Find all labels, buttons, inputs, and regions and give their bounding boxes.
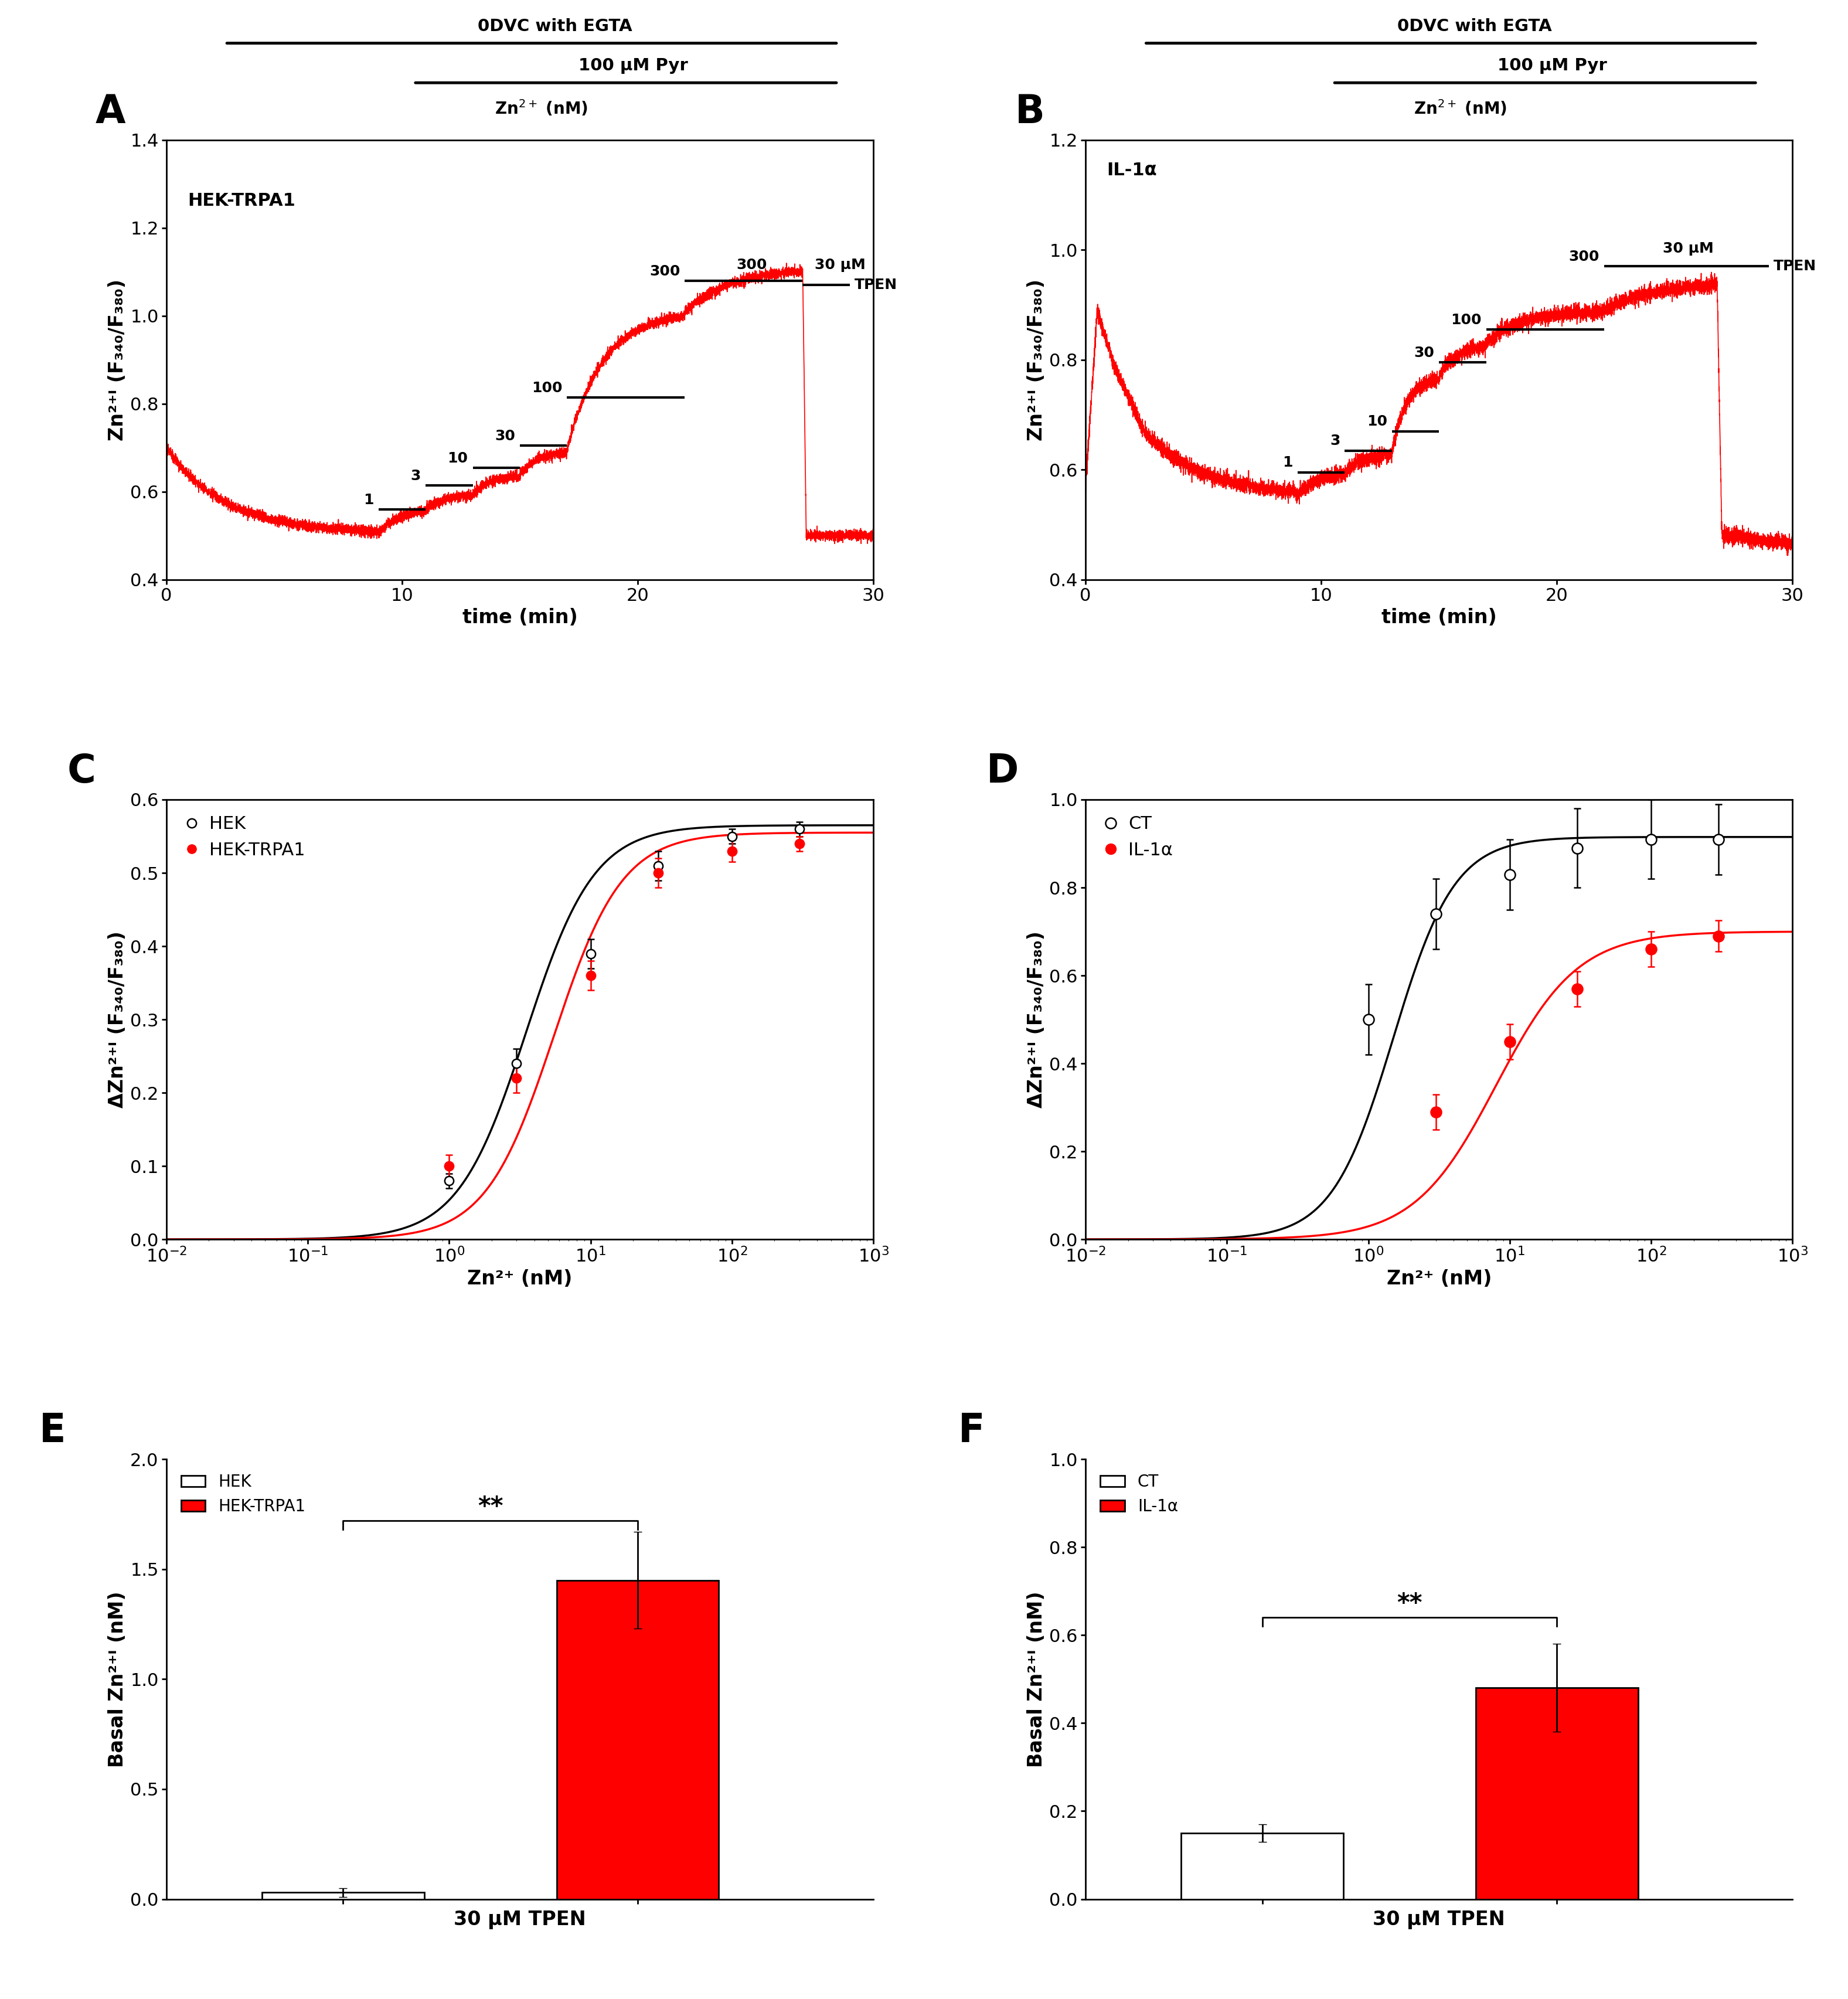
Text: 0DVC with EGTA: 0DVC with EGTA bbox=[479, 18, 632, 34]
X-axis label: Zn²⁺ (nM): Zn²⁺ (nM) bbox=[1386, 1269, 1491, 1289]
X-axis label: 30 μM TPEN: 30 μM TPEN bbox=[455, 1909, 586, 1929]
Text: **: ** bbox=[477, 1495, 503, 1519]
Text: 10: 10 bbox=[1368, 414, 1388, 428]
Bar bbox=[1181, 1833, 1343, 1899]
Text: E: E bbox=[39, 1411, 67, 1451]
Legend: CT, IL-1α: CT, IL-1α bbox=[1094, 1467, 1185, 1521]
Bar bbox=[1477, 1687, 1637, 1899]
Text: 3: 3 bbox=[1331, 434, 1340, 448]
Text: Zn$^{2+}$ (nM): Zn$^{2+}$ (nM) bbox=[495, 98, 588, 118]
Text: 10: 10 bbox=[447, 452, 468, 466]
Bar bbox=[556, 1579, 719, 1899]
Text: 100 μM Pyr: 100 μM Pyr bbox=[578, 58, 687, 74]
Legend: HEK, HEK-TRPA1: HEK, HEK-TRPA1 bbox=[176, 808, 312, 866]
Text: F: F bbox=[959, 1411, 985, 1451]
Text: 0DVC with EGTA: 0DVC with EGTA bbox=[1397, 18, 1552, 34]
Text: HEK-TRPA1: HEK-TRPA1 bbox=[187, 192, 296, 210]
Text: 300: 300 bbox=[737, 258, 767, 272]
Bar bbox=[262, 1893, 423, 1899]
Y-axis label: Zn²⁺ᴵ (F₃₄₀/F₃₈₀): Zn²⁺ᴵ (F₃₄₀/F₃₈₀) bbox=[1027, 280, 1046, 440]
Y-axis label: Basal Zn²⁺ᴵ (nM): Basal Zn²⁺ᴵ (nM) bbox=[107, 1591, 128, 1767]
X-axis label: Zn²⁺ (nM): Zn²⁺ (nM) bbox=[468, 1269, 573, 1289]
Text: 100: 100 bbox=[1451, 312, 1482, 326]
Text: 300: 300 bbox=[649, 264, 680, 278]
Text: B: B bbox=[1015, 92, 1044, 132]
Text: TPEN: TPEN bbox=[1774, 260, 1817, 274]
Text: TPEN: TPEN bbox=[854, 278, 898, 292]
Text: Zn$^{2+}$ (nM): Zn$^{2+}$ (nM) bbox=[1414, 98, 1506, 118]
Legend: CT, IL-1α: CT, IL-1α bbox=[1094, 808, 1181, 866]
Y-axis label: ΔZn²⁺ᴵ (F₃₄₀/F₃₈₀): ΔZn²⁺ᴵ (F₃₄₀/F₃₈₀) bbox=[1027, 932, 1046, 1107]
Text: 30 μM: 30 μM bbox=[1663, 242, 1713, 256]
Text: 300: 300 bbox=[1569, 250, 1599, 264]
Text: C: C bbox=[67, 752, 96, 792]
Y-axis label: Basal Zn²⁺ᴵ (nM): Basal Zn²⁺ᴵ (nM) bbox=[1027, 1591, 1046, 1767]
Text: 100 μM Pyr: 100 μM Pyr bbox=[1497, 58, 1608, 74]
Text: D: D bbox=[987, 752, 1018, 792]
Y-axis label: Zn²⁺ᴵ (F₃₄₀/F₃₈₀): Zn²⁺ᴵ (F₃₄₀/F₃₈₀) bbox=[107, 280, 128, 440]
X-axis label: time (min): time (min) bbox=[1380, 608, 1497, 628]
Text: 30: 30 bbox=[1414, 346, 1434, 360]
Text: 30 μM: 30 μM bbox=[815, 258, 865, 272]
Text: 30: 30 bbox=[495, 430, 516, 444]
Text: 1: 1 bbox=[364, 494, 373, 508]
Text: **: ** bbox=[1397, 1591, 1423, 1617]
Text: 3: 3 bbox=[410, 470, 421, 484]
Text: 100: 100 bbox=[532, 382, 562, 396]
X-axis label: 30 μM TPEN: 30 μM TPEN bbox=[1373, 1909, 1504, 1929]
Y-axis label: ΔZn²⁺ᴵ (F₃₄₀/F₃₈₀): ΔZn²⁺ᴵ (F₃₄₀/F₃₈₀) bbox=[107, 932, 128, 1107]
Text: 1: 1 bbox=[1283, 456, 1294, 470]
Legend: HEK, HEK-TRPA1: HEK, HEK-TRPA1 bbox=[174, 1467, 312, 1521]
Text: A: A bbox=[96, 92, 126, 132]
Text: IL-1α: IL-1α bbox=[1107, 162, 1157, 178]
X-axis label: time (min): time (min) bbox=[462, 608, 578, 628]
